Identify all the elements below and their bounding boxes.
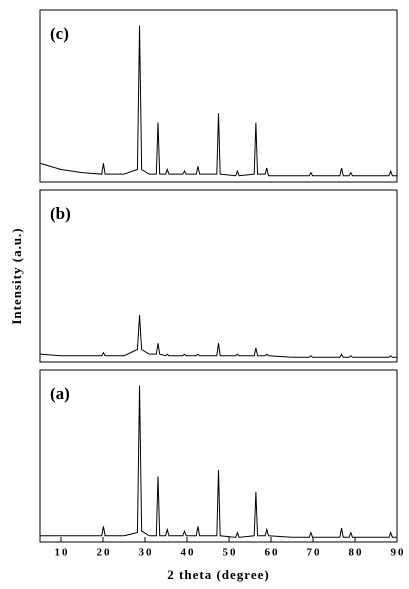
panel-label: (c): [50, 24, 69, 43]
x-tick-label: 20: [97, 547, 112, 559]
x-tick-label: 10: [55, 547, 70, 559]
x-tick-label: 40: [181, 547, 196, 559]
x-tick-label: 50: [223, 547, 238, 559]
x-tick-label: 30: [139, 547, 154, 559]
panel-frame: [39, 369, 398, 543]
panel-frame: [39, 9, 398, 183]
y-axis-label: Intensity (a.u.): [9, 227, 24, 324]
x-tick-label: 60: [265, 547, 280, 559]
x-tick-label: 70: [307, 547, 322, 559]
panel-label: (b): [50, 204, 71, 223]
x-tick-label: 90: [391, 547, 406, 559]
panel-label: (a): [50, 384, 70, 403]
xrd-line: [39, 315, 397, 358]
x-axis-label: 2 theta (degree): [167, 567, 269, 582]
x-tick-label: 80: [349, 547, 364, 559]
panel-frame: [39, 189, 398, 363]
xrd-line: [40, 385, 397, 538]
xrd-line: [39, 25, 397, 177]
